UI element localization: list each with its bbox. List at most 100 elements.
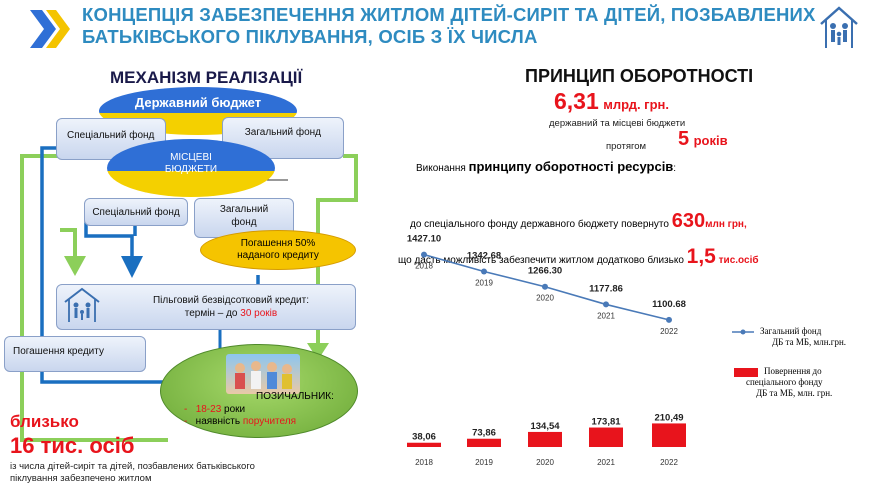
- bar-data-label-2019: 73,86: [472, 428, 496, 439]
- family-house-icon: [820, 6, 858, 48]
- bar-legend-l1: Повернення до: [764, 366, 822, 376]
- title-line-2: БАТЬКІВСЬКОГО ПІКЛУВАННЯ, ОСІБ З ЇХ ЧИСЛ…: [82, 26, 538, 47]
- about-label: близько: [10, 412, 79, 431]
- local-budgets-oval: [107, 139, 275, 197]
- children-photo-icon: [235, 361, 292, 389]
- execution-bold: принципу оборотності ресурсів: [468, 159, 674, 174]
- bar-2021: [589, 427, 623, 447]
- repay-50-oval: Погашення 50% наданого кредиту: [200, 230, 356, 270]
- extra-line: що дасть можливість забезпечити житлом д…: [398, 245, 759, 269]
- line-data-label-2018: 1427.10: [407, 234, 441, 245]
- green-arrow-down-2: [307, 343, 329, 360]
- line-x-label-2019: 2019: [475, 278, 493, 287]
- line-legend-l1: Загальний фонд: [760, 326, 822, 336]
- line-point-2020: [542, 283, 548, 290]
- line-legend-l2: ДБ та МБ, млн.грн.: [772, 337, 847, 347]
- years-unit: років: [693, 133, 728, 148]
- loan-repay-label: Погашення кредиту: [13, 346, 104, 357]
- line-data-label-2020: 1266.30: [528, 266, 562, 277]
- general-fund-label-1: Загальний фонд: [244, 127, 321, 138]
- state-budget-label: Державний бюджет: [134, 95, 262, 110]
- line-x-label-2018: 2018: [415, 262, 433, 271]
- line-point-2022: [666, 316, 672, 323]
- amount-value: 6,31: [554, 88, 599, 114]
- amount-unit: млрд. грн.: [603, 97, 670, 112]
- special-fund-label-1: Спеціальний фонд: [67, 130, 155, 141]
- borrower-label: ПОЗИЧАЛЬНИК:: [256, 391, 334, 402]
- green-connector-left: [20, 154, 168, 442]
- line-data-label-2019: 1342.68: [467, 250, 501, 261]
- execution-post: :: [673, 163, 677, 174]
- bar-legend-swatch: [734, 368, 758, 377]
- housed-note-l1: із числа дітей-сиріт та дітей, позбавлен…: [10, 461, 255, 472]
- bar-data-label-2022: 210,49: [654, 412, 683, 423]
- years-value: 5: [678, 128, 690, 150]
- bar-x-label-2022: 2022: [660, 458, 678, 467]
- housed-count: 16 тис. осіб: [10, 433, 135, 458]
- extra-value: 1,5: [686, 245, 716, 268]
- credit-term-value: 30 років: [240, 308, 278, 319]
- borrower-guarantor: - наявність поручителя: [184, 416, 296, 427]
- line-x-label-2021: 2021: [597, 311, 615, 320]
- bar-x-label-2018: 2018: [415, 458, 433, 467]
- extra-unit: тис.осіб: [718, 255, 759, 266]
- bar-legend-l3: ДБ та МБ, млн. грн.: [756, 388, 833, 398]
- execution-line: Виконання принципу оборотності ресурсів:: [416, 159, 676, 174]
- bar-x-label-2019: 2019: [475, 458, 493, 467]
- line-point-2021: [603, 301, 609, 308]
- line-point-2018: [421, 251, 427, 258]
- return-pre: до спеціального фонду державного бюджету…: [410, 219, 672, 230]
- bar-data-label-2018: 38,06: [412, 432, 436, 443]
- line-data-label-2022: 1100.68: [652, 299, 686, 310]
- bar-legend-l2: спеціального фонду: [746, 377, 823, 387]
- line-x-label-2022: 2022: [660, 327, 678, 336]
- line-x-label-2020: 2020: [536, 294, 554, 303]
- return-unit: млн грн,: [705, 219, 747, 230]
- bar-2018: [407, 442, 441, 447]
- housed-note-l2: піклування забезпечено житлом: [10, 473, 152, 484]
- return-line: до спеціального фонду державного бюджету…: [410, 210, 747, 233]
- green-connector-inner: [60, 228, 77, 258]
- credit-l2: термін – до 30 років: [107, 307, 355, 320]
- blue-connector-outer: [40, 146, 200, 384]
- special-fund-box-2: Спеціальний фонд: [84, 198, 188, 226]
- line-data-label-2021: 1177.86: [589, 283, 623, 294]
- credit-term-label: термін – до: [184, 308, 241, 319]
- borrower-age-value: 18-23: [195, 404, 222, 415]
- borrower-age-suffix: роки: [221, 404, 246, 415]
- logo-chevrons-icon: [30, 10, 70, 48]
- line-legend: Загальний фонд ДБ та МБ, млн.грн.: [732, 326, 846, 348]
- bar-data-label-2021: 173,81: [591, 417, 621, 428]
- title-line-1: КОНЦЕПЦІЯ ЗАБЕЗПЕЧЕННЯ ЖИТЛОМ ДІТЕЙ-СИРІ…: [82, 4, 816, 25]
- bar-data-label-2020: 134,54: [530, 421, 560, 432]
- green-arrow-down-1: [64, 256, 86, 276]
- local-budgets-label: МІСЦЕВІ БЮДЖЕТИ: [106, 152, 276, 176]
- bar-2022: [652, 423, 686, 447]
- mechanism-heading: МЕХАНІЗМ РЕАЛІЗАЦІЇ: [110, 68, 303, 87]
- borrower-guarantor-highlight: поручителя: [242, 416, 296, 427]
- during-label: протягом: [606, 141, 647, 152]
- loan-repay-box: Погашення кредиту: [4, 336, 146, 372]
- bar-x-label-2021: 2021: [597, 458, 615, 467]
- repay-50-l2: наданого кредиту: [237, 250, 319, 261]
- line-point-2019: [481, 268, 487, 275]
- house-family-icon: [64, 287, 100, 322]
- repay-50-l1: Погашення 50%: [240, 238, 316, 249]
- children-photo: [226, 354, 300, 394]
- extra-pre: що дасть можливість забезпечити житлом д…: [398, 255, 687, 266]
- local-budgets-l1: МІСЦЕВІ: [170, 152, 212, 163]
- credit-l1: Пільговий безвідсотковий кредит:: [152, 295, 310, 306]
- principle-heading: ПРИНЦИП ОБОРОТНОСТІ: [525, 66, 754, 86]
- bar-2020: [528, 431, 562, 447]
- blue-arrow-down-1: [121, 256, 143, 278]
- housed-note: із числа дітей-сиріт та дітей, позбавлен…: [10, 461, 255, 485]
- bar-x-label-2020: 2020: [536, 458, 554, 467]
- bar-2019: [467, 438, 501, 447]
- line-legend-swatch: [732, 329, 754, 335]
- local-budgets-l2: БЮДЖЕТИ: [164, 164, 218, 175]
- special-fund-label-2: Спеціальний фонд: [92, 207, 180, 218]
- borrower-age: - 18-23 роки: [184, 404, 246, 415]
- amount-desc: державний та місцеві бюджети: [549, 118, 686, 129]
- general-fund-label-2-l2: фонд: [231, 217, 257, 228]
